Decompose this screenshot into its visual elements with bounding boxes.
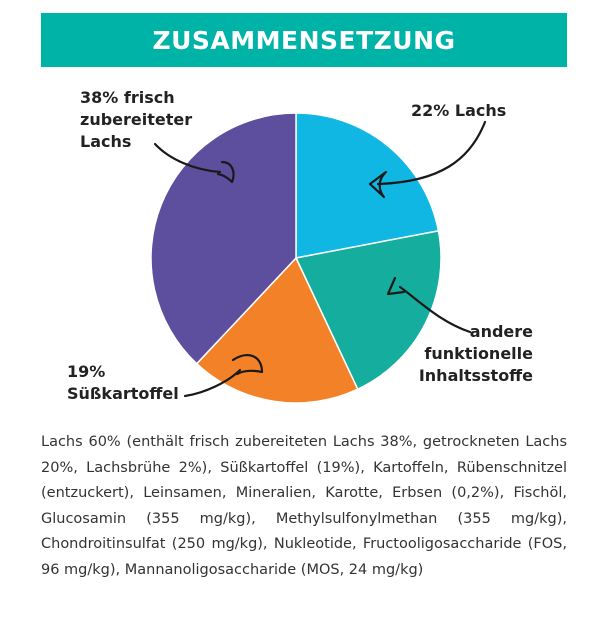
- arrowhead-andere: [386, 276, 406, 296]
- label-line: zubereiteter: [80, 110, 193, 129]
- label-lachs: 22% Lachs: [411, 100, 506, 122]
- label-line: Inhaltsstoffe: [418, 366, 533, 385]
- label-line: andere: [469, 322, 533, 341]
- arrow-frisch: [153, 142, 222, 174]
- arrow-andere: [398, 285, 472, 334]
- label-frisch-lachs: 38% frisch zubereiteter Lachs: [80, 87, 192, 153]
- label-line: Süßkartoffel: [67, 384, 179, 403]
- arrow-lachs: [376, 120, 487, 186]
- ingredients-text: Lachs 60% (enthält frisch zubereiteten L…: [41, 434, 567, 578]
- label-line: Lachs: [80, 132, 132, 151]
- pie-slice-0: [295, 112, 440, 259]
- label-line: 38% frisch: [80, 88, 175, 107]
- arrowhead-lachs: [368, 170, 388, 199]
- arrowhead-suess: [231, 354, 264, 376]
- label-line: funktionelle: [424, 344, 533, 363]
- arrowhead-frisch: [216, 160, 235, 184]
- pie-slice-2: [195, 256, 359, 404]
- pie-slice-3: [150, 112, 297, 365]
- label-suesskartoffel: 19% Süßkartoffel: [67, 361, 179, 405]
- page-title: ZUSAMMENSETZUNG: [152, 25, 456, 55]
- title-banner: ZUSAMMENSETZUNG: [41, 13, 567, 67]
- pie-slice-1: [294, 229, 442, 391]
- label-line: 19%: [67, 362, 106, 381]
- label-andere-inhaltsstoffe: andere funktionelle Inhaltsstoffe: [419, 321, 533, 387]
- label-line: 22% Lachs: [411, 101, 507, 120]
- pie-chart: [150, 112, 487, 404]
